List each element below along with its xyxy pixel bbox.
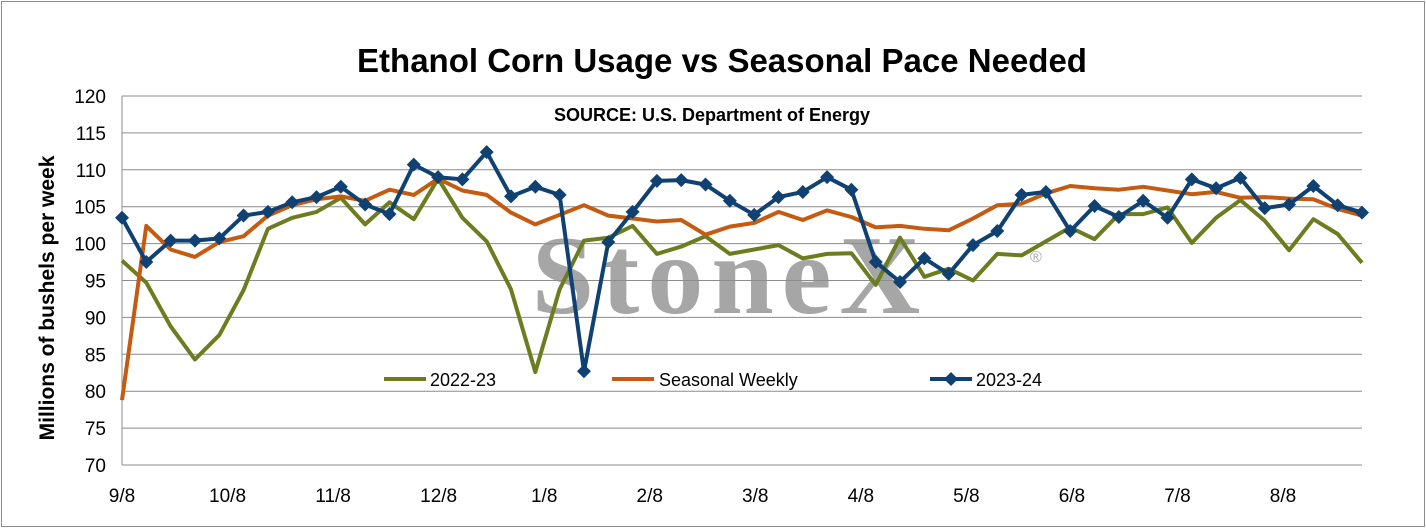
series-point-2023-24-26	[747, 207, 762, 222]
y-tick-label-95: 95	[85, 272, 106, 293]
series-point-2023-24-18	[552, 187, 567, 202]
series-point-2023-24-42	[1136, 193, 1151, 208]
series-point-2023-24-8	[309, 190, 324, 205]
y-tick-label-85: 85	[85, 345, 106, 366]
y-tick-label-80: 80	[85, 382, 106, 403]
y-tick-label-75: 75	[85, 419, 106, 440]
series-point-2023-24-40	[1087, 198, 1102, 213]
chart-source: SOURCE: U.S. Department of Energy	[554, 105, 870, 125]
series-point-2023-24-2	[163, 233, 178, 248]
series-point-2023-24-10	[358, 197, 373, 212]
series-point-2023-24-37	[1014, 187, 1029, 202]
x-tick-label-7: 4/8	[848, 486, 874, 507]
legend-marker-2023-24	[944, 372, 958, 386]
x-tick-label-0: 9/8	[109, 486, 135, 507]
series-point-2023-24-11	[382, 207, 397, 222]
y-tick-label-105: 105	[74, 198, 106, 219]
series-point-2023-24-49	[1306, 179, 1321, 194]
series-point-2023-24-51	[1355, 205, 1369, 220]
series-point-2023-24-45	[1209, 181, 1224, 196]
x-tick-label-3: 12/8	[420, 486, 457, 507]
series-point-2023-24-23	[674, 173, 689, 188]
series-point-2023-24-24	[698, 177, 713, 192]
series-point-2023-24-1	[139, 255, 154, 270]
y-tick-label-115: 115	[76, 124, 106, 145]
series-point-2023-24-5	[236, 208, 251, 223]
series-point-2023-24-0	[115, 210, 129, 225]
series-point-2023-24-22	[649, 173, 664, 188]
series-point-2023-24-38	[1038, 184, 1053, 199]
series-point-2023-24-39	[1063, 224, 1078, 239]
series-point-2023-24-48	[1282, 197, 1297, 212]
series-point-2023-24-34	[941, 266, 956, 281]
y-axis-label: Millions of bushels per week	[36, 155, 59, 440]
series-line-seasonal-weekly	[120, 176, 1363, 401]
series-point-2023-24-50	[1330, 198, 1345, 213]
series-point-2023-24-9	[333, 179, 348, 194]
y-tick-label-120: 120	[74, 87, 106, 108]
series-point-2023-24-32	[893, 274, 908, 289]
series-point-2023-24-20	[601, 235, 616, 250]
y-tick-label-110: 110	[76, 161, 106, 182]
x-tick-label-10: 7/8	[1164, 486, 1190, 507]
x-tick-label-5: 2/8	[637, 486, 663, 507]
series-point-2023-24-13	[431, 170, 446, 185]
series-point-2023-24-41	[1111, 210, 1126, 225]
legend-label-2022-23: 2022-23	[430, 370, 496, 390]
watermark-registered-mark: ®	[1030, 249, 1042, 266]
series-point-2023-24-3	[187, 233, 202, 248]
legend: 2022-23 Seasonal Weekly 2023-24	[384, 370, 1042, 390]
gridlines	[122, 95, 1362, 429]
series-point-2023-24-7	[285, 195, 300, 210]
y-tick-label-90: 90	[85, 308, 106, 329]
series-point-2023-24-29	[820, 170, 835, 185]
series-point-2023-24-12	[406, 157, 421, 172]
series-point-2023-24-43	[1160, 210, 1175, 225]
series-point-2023-24-46	[1233, 170, 1248, 185]
series-point-2023-24-27	[771, 190, 786, 205]
series-point-2023-24-21	[625, 204, 640, 219]
series-point-2023-24-6	[260, 204, 275, 219]
series-lines	[115, 145, 1369, 401]
y-tick-label-70: 70	[85, 456, 106, 477]
series-point-2023-24-17	[528, 179, 543, 194]
series-point-2023-24-31	[868, 255, 883, 270]
x-tick-label-1: 10/8	[209, 486, 246, 507]
series-point-2023-24-25	[722, 193, 737, 208]
chart-title: Ethanol Corn Usage vs Seasonal Pace Need…	[357, 42, 1087, 79]
x-tick-label-6: 3/8	[742, 486, 768, 507]
x-tick-label-2: 11/8	[315, 486, 351, 507]
x-tick-label-11: 8/8	[1270, 486, 1296, 507]
series-point-2023-24-35	[965, 238, 980, 253]
axes	[121, 96, 1362, 466]
series-point-2023-24-44	[1184, 172, 1199, 187]
series-point-2023-24-19	[576, 364, 591, 379]
series-point-2023-24-16	[504, 189, 519, 204]
legend-label-seasonal-weekly: Seasonal Weekly	[659, 370, 798, 390]
series-point-2023-24-36	[990, 224, 1005, 239]
series-point-2023-24-30	[844, 182, 859, 197]
x-tick-labels: 9/8 10/8 11/8 12/8 1/8 2/8 3/8 4/8 5/8 6/8 7/8 8/8	[109, 486, 1296, 507]
x-tick-label-8: 5/8	[953, 486, 979, 507]
series-point-2023-24-47	[1257, 201, 1272, 216]
series-point-2023-24-4	[212, 231, 227, 246]
series-point-2023-24-14	[455, 172, 470, 187]
series-point-2023-24-28	[795, 184, 810, 199]
y-tick-label-100: 100	[74, 235, 106, 256]
x-tick-label-4: 1/8	[531, 486, 557, 507]
series-point-2023-24-15	[479, 145, 494, 160]
legend-label-2023-24: 2023-24	[976, 370, 1042, 390]
series-line-2023-24	[120, 150, 1363, 374]
x-tick-label-9: 6/8	[1059, 486, 1085, 507]
y-tick-labels: 70 75 80 85 90 95 100 105 110 115 120	[74, 87, 106, 477]
series-point-2023-24-33	[917, 251, 932, 266]
